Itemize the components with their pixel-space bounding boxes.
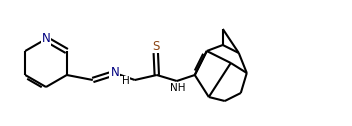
Text: S: S xyxy=(152,39,159,53)
Text: N: N xyxy=(111,67,119,80)
Text: H: H xyxy=(122,76,130,87)
Text: NH: NH xyxy=(170,83,186,93)
Text: N: N xyxy=(42,33,50,45)
